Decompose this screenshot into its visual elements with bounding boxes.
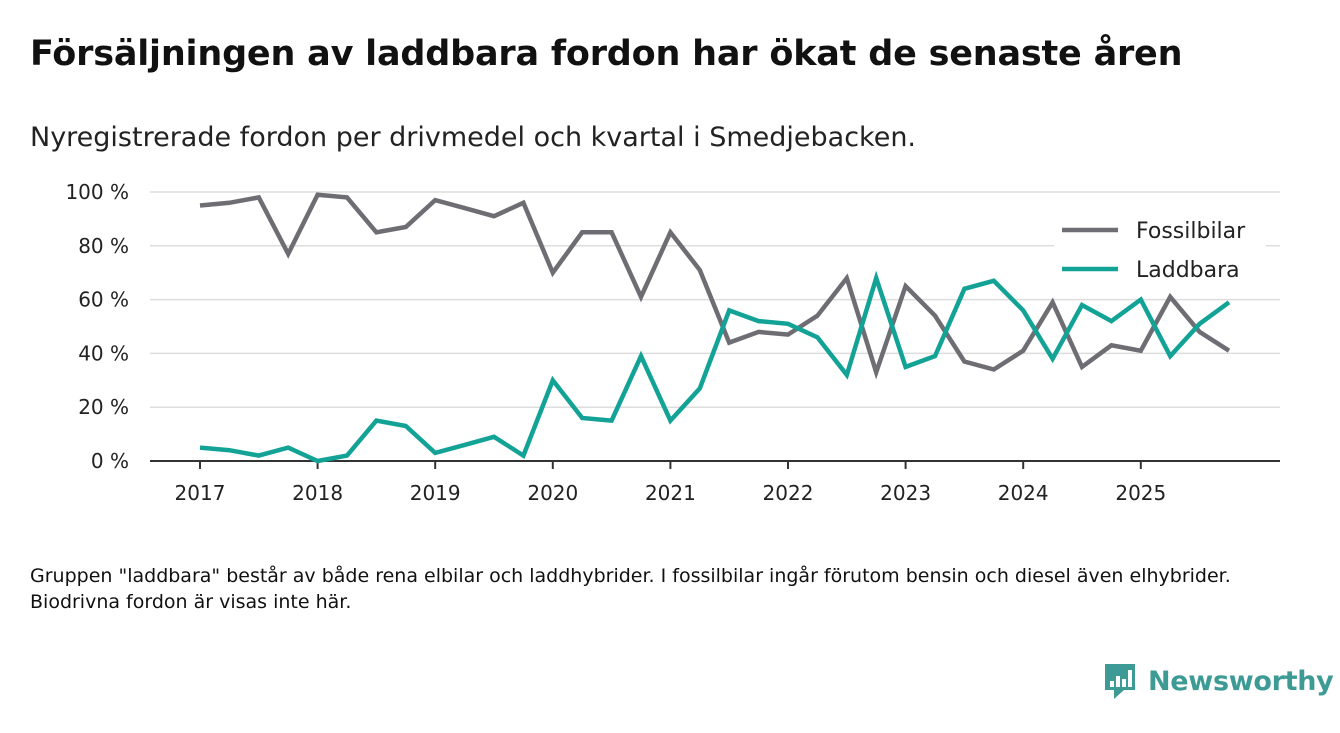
x-tick-label: 2017 xyxy=(175,481,226,505)
chart-subtitle: Nyregistrerade fordon per drivmedel och … xyxy=(30,122,917,153)
newsworthy-logo: Newsworthy xyxy=(1102,661,1334,701)
y-tick-label: 100 % xyxy=(65,180,129,204)
footnote: Gruppen "laddbara" består av både rena e… xyxy=(30,565,1231,613)
y-tick-label: 0 % xyxy=(91,449,129,473)
x-tick-label: 2019 xyxy=(410,481,461,505)
legend: Fossilbilar Laddbara xyxy=(1054,211,1266,287)
x-tick-label: 2022 xyxy=(763,481,814,505)
line-chart: 0 % 20 % 40 % 60 % 80 % 100 % 2017 2018 2019 2020… xyxy=(65,180,1280,505)
series-line-laddbara xyxy=(199,270,1231,464)
y-tick-label: 40 % xyxy=(78,341,129,365)
brand-name: Newsworthy xyxy=(1148,665,1334,697)
series-lines xyxy=(199,192,1231,464)
newsworthy-logo-icon xyxy=(1105,664,1135,699)
x-tick-label: 2023 xyxy=(880,481,931,505)
chart-title: Försäljningen av laddbara fordon har öka… xyxy=(30,34,1183,74)
axes: 0 % 20 % 40 % 60 % 80 % 100 % 2017 2018 2019 2020… xyxy=(65,180,1280,505)
y-tick-label: 60 % xyxy=(78,288,129,312)
x-tick-label: 2025 xyxy=(1115,481,1166,505)
y-tick-label: 20 % xyxy=(78,395,129,419)
x-tick-label: 2021 xyxy=(645,481,696,505)
legend-label: Laddbara xyxy=(1136,258,1240,283)
x-tick-label: 2020 xyxy=(527,481,578,505)
legend-label: Fossilbilar xyxy=(1136,219,1246,244)
series-line-fossilbilar xyxy=(199,192,1231,380)
x-tick-label: 2024 xyxy=(998,481,1049,505)
y-tick-label: 80 % xyxy=(78,234,129,258)
x-tick-label: 2018 xyxy=(292,481,343,505)
